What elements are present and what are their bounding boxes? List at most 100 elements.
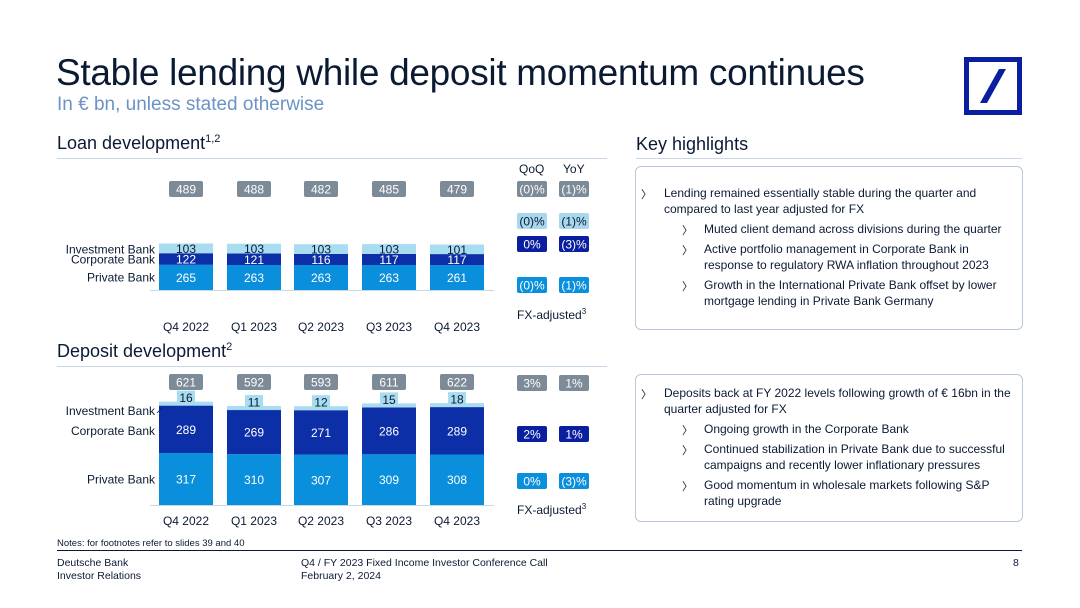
- deposit-bar-private-bank: [294, 454, 348, 505]
- loan-total-label: 482: [311, 183, 331, 197]
- loan-bar-value: 101: [447, 243, 467, 257]
- loan-total-label-bg: [169, 181, 203, 197]
- loan-bar-private-bank: [227, 265, 281, 290]
- loan-qoq-private-bank: (0)%: [519, 279, 545, 293]
- deposit-total-label: 611: [379, 376, 398, 390]
- loan-qoq-investment-bank-bg: [517, 213, 547, 229]
- deposit-section-rule: [57, 366, 607, 367]
- loan-tick-label: Q4 2023: [434, 320, 480, 334]
- deposit-ib-label-bg: [380, 392, 398, 407]
- deposit-tick-label: Q4 2023: [434, 514, 480, 528]
- loan-highlight-item: Active portfolio management in Corporate…: [704, 242, 989, 272]
- loan-yoy-private-bank: (1)%: [561, 279, 587, 293]
- loan-qoq-total-bg: [517, 181, 547, 197]
- deposit-ib-label-bg: [448, 392, 466, 407]
- deposit-tick-label: Q2 2023: [298, 514, 344, 528]
- footer-rule: [57, 550, 1022, 551]
- loan-highlight-bullet-icon: 〉: [682, 245, 693, 257]
- deposit-series-label: Corporate Bank: [71, 424, 156, 438]
- deposit-qoq-total-bg: [517, 375, 547, 391]
- deposit-bar-value: 11: [248, 396, 261, 410]
- deposit-highlight-bullet-icon: 〉: [682, 481, 693, 493]
- loan-bar-value: 103: [176, 242, 196, 256]
- deposit-series-label: Private Bank: [87, 473, 156, 487]
- loan-bar-value: 103: [244, 242, 264, 256]
- deposit-bar-corporate-bank: [294, 410, 348, 455]
- loan-bar-value: 117: [379, 253, 398, 267]
- deposit-total-label: 592: [244, 376, 264, 390]
- loan-bar-value: 122: [176, 253, 196, 267]
- footer-org: Deutsche Bank Investor Relations: [57, 557, 142, 582]
- loan-bar-investment-bank: [362, 244, 416, 254]
- deposit-bar-value: 12: [314, 396, 328, 410]
- loan-total-label-bg: [237, 181, 271, 197]
- deposit-highlight-bullet-icon: 〉: [682, 445, 693, 457]
- deposit-total-label-bg: [304, 374, 338, 390]
- deposit-bar-value: 289: [176, 423, 196, 437]
- loan-highlight-bullet-icon: 〉: [682, 225, 693, 237]
- deposit-highlight-item: Good momentum in wholesale markets follo…: [704, 478, 990, 508]
- deposit-tick-label: Q4 2022: [163, 514, 209, 528]
- deposit-total-label-bg: [372, 374, 406, 390]
- deposit-bar-value: 15: [382, 393, 396, 407]
- deposit-yoy-private-bank: (3)%: [561, 475, 587, 489]
- loan-bar-private-bank: [159, 264, 213, 290]
- fx-adjusted-label-deposits: FX-adjusted3: [517, 502, 587, 517]
- loan-bar-value: 117: [447, 253, 466, 267]
- loan-bar-corporate-bank: [362, 253, 416, 266]
- deposit-bar-value: 289: [447, 424, 467, 438]
- deposit-bar-value: 310: [244, 473, 264, 487]
- deposit-bar-private-bank: [227, 454, 281, 505]
- loan-bar-value: 116: [311, 253, 330, 267]
- deposit-total-label-bg: [169, 374, 203, 390]
- loan-bar-value: 263: [379, 271, 399, 285]
- loan-series-label: Corporate Bank: [71, 253, 156, 267]
- deposit-highlight-bullet-icon: 〉: [641, 389, 652, 401]
- deposit-bar-value: 18: [450, 393, 464, 407]
- loan-qoq-total: (0)%: [519, 183, 545, 197]
- footnote-notes: Notes: for footnotes refer to slides 39 …: [57, 538, 245, 549]
- deposit-section-title: Deposit development2: [57, 341, 233, 361]
- deposit-highlight-bullet-icon: 〉: [682, 425, 693, 437]
- key-highlights-rule: [636, 158, 1022, 159]
- page-number: 8: [1013, 557, 1019, 569]
- deposit-highlights-box: [635, 374, 1023, 522]
- deposit-yoy-corporate-bank: 1%: [565, 428, 583, 442]
- deposit-total-label-bg: [237, 374, 271, 390]
- deposit-bar-value: 309: [379, 473, 399, 487]
- loan-qoq-private-bank-bg: [517, 277, 547, 293]
- loan-section-rule: [57, 158, 607, 159]
- deposit-tick-label: Q3 2023: [366, 514, 412, 528]
- loan-qoq-investment-bank: (0)%: [519, 215, 545, 229]
- loan-highlight-bullet-icon: 〉: [641, 189, 652, 201]
- deposit-highlight-item: Deposits back at FY 2022 levels followin…: [664, 386, 1011, 416]
- loan-total-label-bg: [304, 181, 338, 197]
- deposit-highlight-item: Continued stabilization in Private Bank …: [704, 442, 1005, 472]
- loan-bar-corporate-bank: [294, 253, 348, 266]
- deposit-bar-value: 317: [176, 473, 196, 487]
- deposit-qoq-private-bank: 0%: [523, 475, 541, 489]
- deposit-qoq-corporate-bank-bg: [517, 426, 547, 442]
- deposit-qoq-total: 3%: [523, 377, 541, 391]
- loan-bar-corporate-bank: [227, 253, 281, 266]
- yoy-header: YoY: [563, 162, 585, 176]
- deposit-bar-private-bank: [362, 454, 416, 505]
- loan-tick-label: Q2 2023: [298, 320, 344, 334]
- deposit-yoy-total-bg: [559, 375, 589, 391]
- loan-bar-investment-bank: [294, 244, 348, 254]
- loan-bar-investment-bank: [159, 243, 213, 254]
- loan-bar-private-bank: [362, 265, 416, 290]
- loan-yoy-corporate-bank: (3)%: [561, 238, 587, 252]
- deposit-highlight-item: Ongoing growth in the Corporate Bank: [704, 422, 909, 436]
- loan-total-label: 488: [244, 183, 264, 197]
- deposit-bar-corporate-bank: [430, 407, 484, 455]
- loan-bar-value: 263: [244, 271, 264, 285]
- loan-series-label: Private Bank: [87, 271, 156, 285]
- loan-bar-value: 261: [447, 271, 467, 285]
- loan-total-label: 489: [176, 183, 196, 197]
- loan-bar-corporate-bank: [430, 254, 484, 266]
- deposit-ib-label-bg: [312, 395, 330, 410]
- fx-adjusted-label-loans: FX-adjusted3: [517, 307, 587, 322]
- page-title: Stable lending while deposit momentum co…: [56, 52, 865, 93]
- loan-bar-value: 103: [311, 243, 331, 257]
